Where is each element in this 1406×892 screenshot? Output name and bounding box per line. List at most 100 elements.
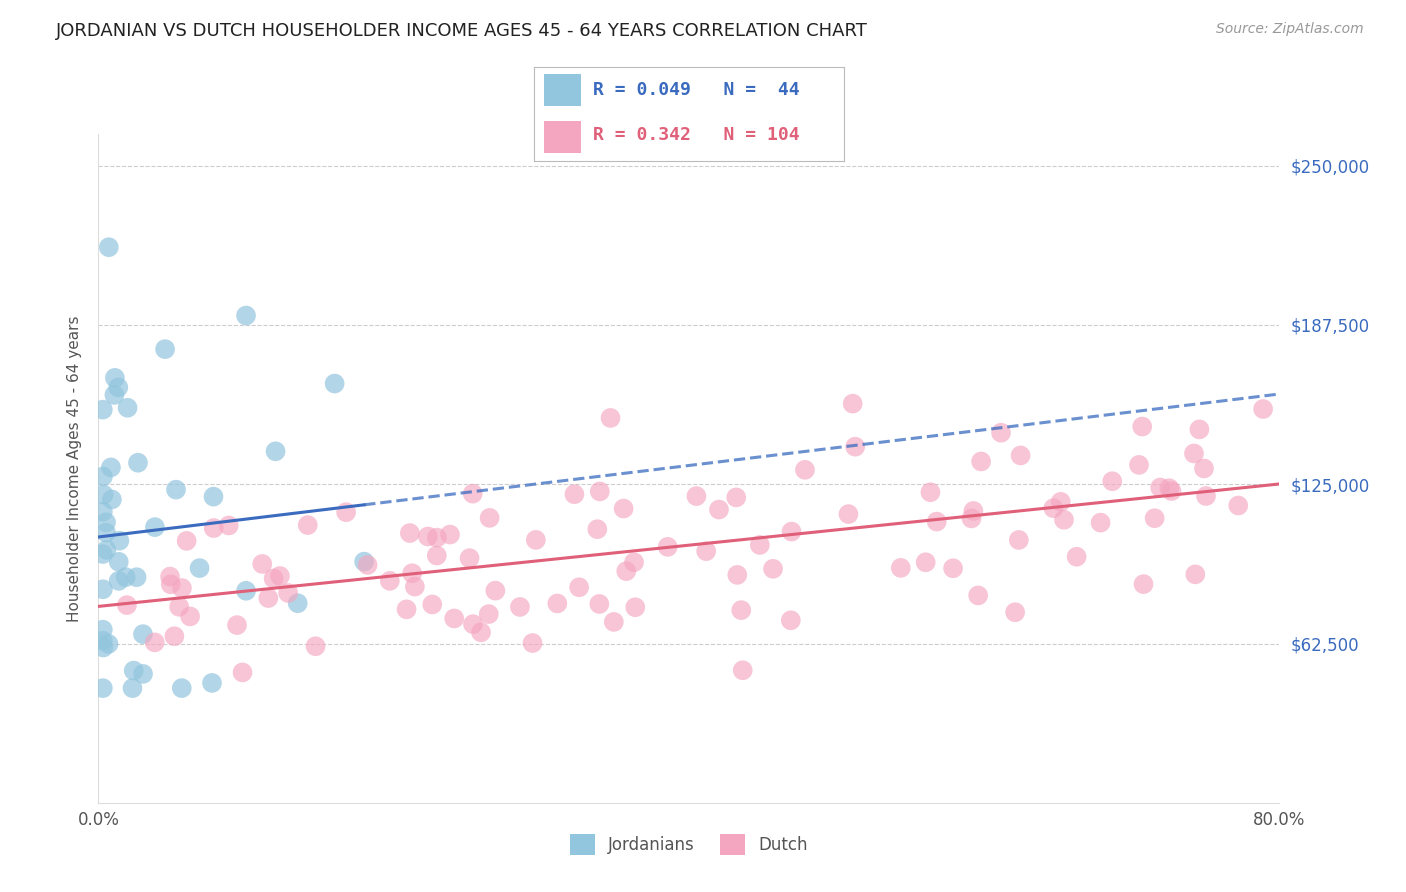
Point (404, 580, 426, 594)
Point (1188, 422, 1211, 436)
Point (779, 613, 801, 627)
Point (1251, 402, 1274, 417)
Point (163, 629, 186, 643)
Point (252, 557, 274, 571)
Point (1184, 567, 1206, 582)
Point (1004, 605, 1026, 619)
Point (1149, 481, 1171, 495)
Point (132, 627, 155, 641)
Point (297, 518, 319, 533)
Point (603, 615, 626, 629)
Point (107, 574, 129, 588)
Point (1090, 516, 1112, 530)
Point (335, 505, 357, 519)
Point (165, 483, 187, 497)
Point (226, 618, 249, 632)
Point (170, 581, 193, 595)
Point (589, 484, 612, 499)
Point (1192, 461, 1215, 475)
Point (730, 603, 752, 617)
Point (304, 639, 326, 653)
Point (114, 570, 136, 584)
Point (1049, 495, 1071, 509)
Text: Source: ZipAtlas.com: Source: ZipAtlas.com (1216, 22, 1364, 37)
Point (458, 551, 481, 566)
Point (1053, 513, 1076, 527)
Point (970, 454, 993, 468)
Point (170, 681, 193, 695)
Point (1066, 549, 1088, 564)
Point (107, 555, 129, 569)
Point (356, 558, 378, 572)
Point (179, 609, 201, 624)
Point (841, 396, 863, 410)
Point (623, 555, 645, 569)
Point (685, 489, 707, 503)
Point (707, 502, 730, 516)
Y-axis label: Householder Income Ages 45 - 64 years: Householder Income Ages 45 - 64 years (66, 315, 82, 622)
Point (443, 611, 465, 625)
Point (426, 549, 449, 563)
Point (613, 501, 636, 516)
Point (104, 371, 127, 385)
Point (202, 490, 225, 504)
Point (420, 598, 443, 612)
Point (1130, 419, 1153, 434)
Point (117, 401, 139, 415)
Point (91, 402, 114, 417)
Point (1042, 501, 1064, 516)
Point (93, 640, 115, 655)
Point (1010, 449, 1032, 463)
Point (657, 540, 679, 554)
Point (416, 529, 439, 543)
Point (323, 376, 346, 391)
Point (1227, 499, 1250, 513)
Point (235, 309, 257, 323)
Point (108, 533, 131, 548)
FancyBboxPatch shape (544, 74, 581, 106)
Point (478, 511, 501, 525)
Point (1008, 533, 1031, 547)
Point (762, 562, 785, 576)
Point (167, 599, 190, 614)
Point (478, 607, 501, 621)
Point (218, 518, 240, 533)
Point (91, 681, 114, 695)
Point (94, 525, 117, 540)
Point (1101, 475, 1123, 489)
Point (93, 488, 115, 502)
Point (731, 663, 754, 677)
Point (401, 566, 423, 581)
Point (564, 487, 586, 501)
Point (1132, 577, 1154, 591)
Point (470, 625, 492, 640)
Point (264, 444, 287, 458)
Point (202, 521, 225, 535)
Point (287, 596, 309, 610)
Point (91, 547, 114, 561)
Point (91, 623, 114, 637)
Point (599, 411, 621, 425)
Point (277, 586, 299, 600)
Point (1143, 511, 1166, 525)
Point (97, 240, 120, 254)
Point (125, 570, 148, 584)
Point (378, 574, 401, 588)
Point (257, 591, 280, 605)
Point (524, 533, 547, 547)
Point (914, 555, 936, 569)
Point (107, 380, 129, 394)
Point (990, 425, 1012, 440)
Point (1128, 458, 1150, 472)
Point (588, 597, 610, 611)
Legend: Jordanians, Dutch: Jordanians, Dutch (564, 828, 814, 862)
Point (395, 602, 418, 616)
Point (91, 633, 114, 648)
Point (159, 569, 181, 583)
Point (235, 583, 257, 598)
Point (115, 598, 138, 612)
Text: R = 0.342   N = 104: R = 0.342 N = 104 (593, 127, 800, 145)
Point (920, 485, 942, 500)
Point (159, 577, 181, 591)
Point (522, 636, 544, 650)
